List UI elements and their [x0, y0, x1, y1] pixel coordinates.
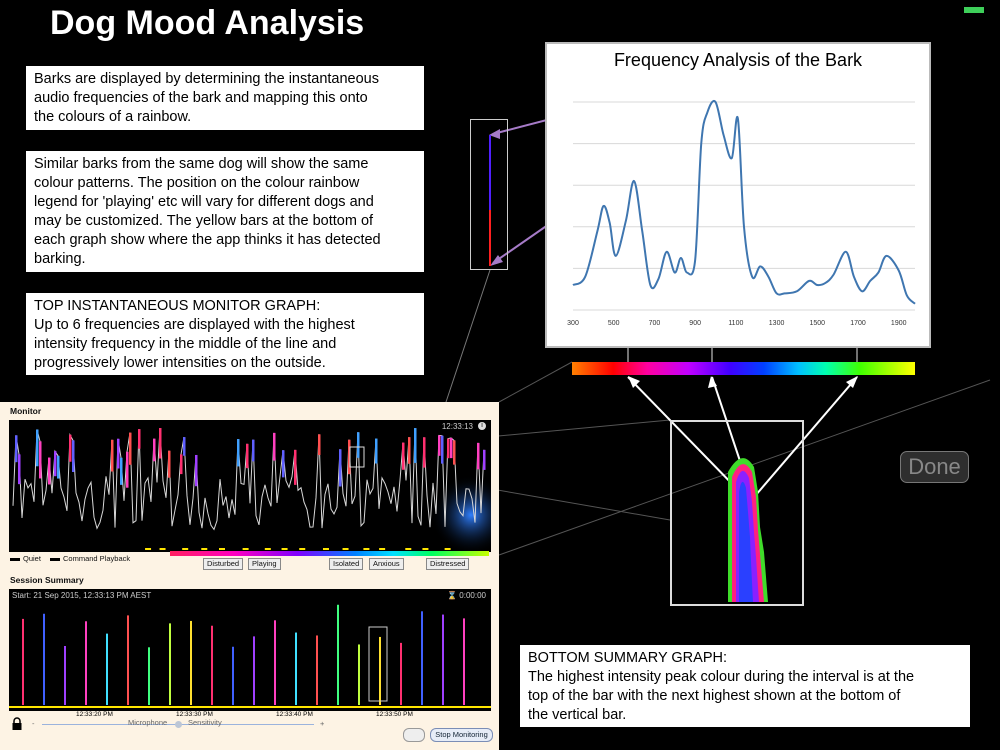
- bark-zoom-view: [670, 420, 804, 606]
- x-tick-label: 700: [649, 320, 661, 327]
- note-line: colour patterns. The position on the col…: [34, 175, 360, 191]
- sensitivity-slider[interactable]: [42, 721, 314, 728]
- time-tick: 12:33:40 PM: [276, 711, 313, 718]
- sensitivity-plus[interactable]: +: [320, 719, 325, 728]
- legend-command-playback: Command Playback: [50, 554, 130, 563]
- monitor-waveform: [12, 427, 511, 555]
- legend-quiet-label: Quiet: [23, 554, 41, 563]
- note-line: each graph show where the app thinks it …: [34, 232, 381, 248]
- series-line: [572, 100, 916, 305]
- done-button[interactable]: Done: [900, 451, 969, 483]
- mood-distressed[interactable]: Distressed: [426, 558, 470, 570]
- command-swatch: [50, 557, 60, 561]
- x-tick-label: 1700: [850, 320, 866, 327]
- x-tick-label: 900: [689, 320, 701, 327]
- x-tick-label: 1500: [809, 320, 825, 327]
- chart-title: Frequency Analysis of the Bark: [613, 50, 863, 70]
- note-line: progressively lower intensities on the o…: [34, 355, 326, 371]
- time-tick: 12:33:30 PM: [176, 711, 213, 718]
- x-tick-label: 500: [608, 320, 620, 327]
- time-tick: 12:33:20 PM: [76, 711, 113, 718]
- colour-rainbow-legend: [572, 362, 915, 375]
- chat-button[interactable]: [403, 728, 425, 742]
- summary-timer: ⌛ 0:00:00: [447, 591, 486, 600]
- legend-command-label: Command Playback: [63, 554, 131, 563]
- microphone-label: Microphone: [128, 718, 168, 727]
- page-title: Dog Mood Analysis: [50, 4, 365, 42]
- note-line: barking.: [34, 251, 86, 267]
- note-line: TOP INSTANTANEOUS MONITOR GRAPH:: [34, 298, 321, 314]
- note-line: the colours of a rainbow.: [34, 109, 192, 125]
- note-line: top of the bar with the next highest sho…: [528, 688, 901, 704]
- monitor-label: Monitor: [10, 406, 42, 416]
- note-line: Similar barks from the same dog will sho…: [34, 156, 369, 172]
- note-line: may be customized. The yellow bars at th…: [34, 213, 374, 229]
- mood-disturbed[interactable]: Disturbed: [203, 558, 244, 570]
- note-top-monitor-graph: TOP INSTANTANEOUS MONITOR GRAPH: Up to 6…: [26, 293, 424, 375]
- x-tick-label: 1900: [891, 320, 907, 327]
- summary-bars: [9, 604, 491, 708]
- frequency-chart-panel: Frequency Analysis of the Bark 300 500 700…: [545, 42, 931, 348]
- note-line: BOTTOM SUMMARY GRAPH:: [528, 650, 727, 666]
- note-line: legend for 'playing' etc will vary for d…: [34, 194, 374, 210]
- legend-quiet: Quiet: [10, 554, 41, 563]
- monitor-time: 12:33:13: [441, 422, 473, 431]
- x-tick-label: 300: [567, 320, 579, 327]
- session-summary-graph: Start: 21 Sep 2015, 12:33:13 PM AEST ⌛ 0…: [9, 589, 491, 711]
- mood-colour-bar: [170, 551, 489, 556]
- x-tick-label: 1300: [769, 320, 785, 327]
- note-colour-patterns: Similar barks from the same dog will sho…: [26, 151, 424, 272]
- sensitivity-label: Sensitivity: [188, 718, 222, 727]
- summary-start-time: Start: 21 Sep 2015, 12:33:13 PM AEST: [12, 591, 152, 600]
- app-screenshot: Monitor 12:33:13 i Quiet Command Playbac…: [0, 402, 511, 750]
- mood-isolated[interactable]: Isolated: [329, 558, 364, 570]
- stop-monitoring-button[interactable]: Stop Monitoring: [430, 728, 493, 742]
- monitor-graph: 12:33:13 i: [9, 420, 511, 555]
- frequency-chart: 300 500 700 900 1100 1300 1500 1700 1900: [567, 100, 916, 327]
- note-line: intensity frequency in the middle of the…: [34, 336, 337, 352]
- session-summary-label: Session Summary: [10, 575, 84, 585]
- bark-thumbnail: [470, 119, 508, 270]
- mood-anxious[interactable]: Anxious: [369, 558, 404, 570]
- x-tick-label: 1100: [728, 320, 743, 327]
- status-indicator: [964, 7, 984, 13]
- note-rainbow-mapping: Barks are displayed by determining the i…: [26, 66, 424, 130]
- note-bottom-summary-graph: BOTTOM SUMMARY GRAPH: The highest intens…: [520, 645, 970, 727]
- note-line: the vertical bar.: [528, 707, 627, 723]
- note-line: Up to 6 frequencies are displayed with t…: [34, 317, 355, 333]
- note-line: The highest intensity peak colour during…: [528, 669, 915, 685]
- sensitivity-minus[interactable]: -: [32, 719, 35, 728]
- lock-icon[interactable]: [11, 717, 23, 730]
- time-tick: 12:33:50 PM: [376, 711, 413, 718]
- quiet-swatch: [10, 557, 20, 561]
- note-line: Barks are displayed by determining the i…: [34, 71, 379, 87]
- slider-knob[interactable]: [175, 721, 182, 728]
- mood-playing[interactable]: Playing: [248, 558, 281, 570]
- info-icon[interactable]: i: [478, 422, 486, 430]
- note-line: audio frequencies of the bark and mappin…: [34, 90, 368, 106]
